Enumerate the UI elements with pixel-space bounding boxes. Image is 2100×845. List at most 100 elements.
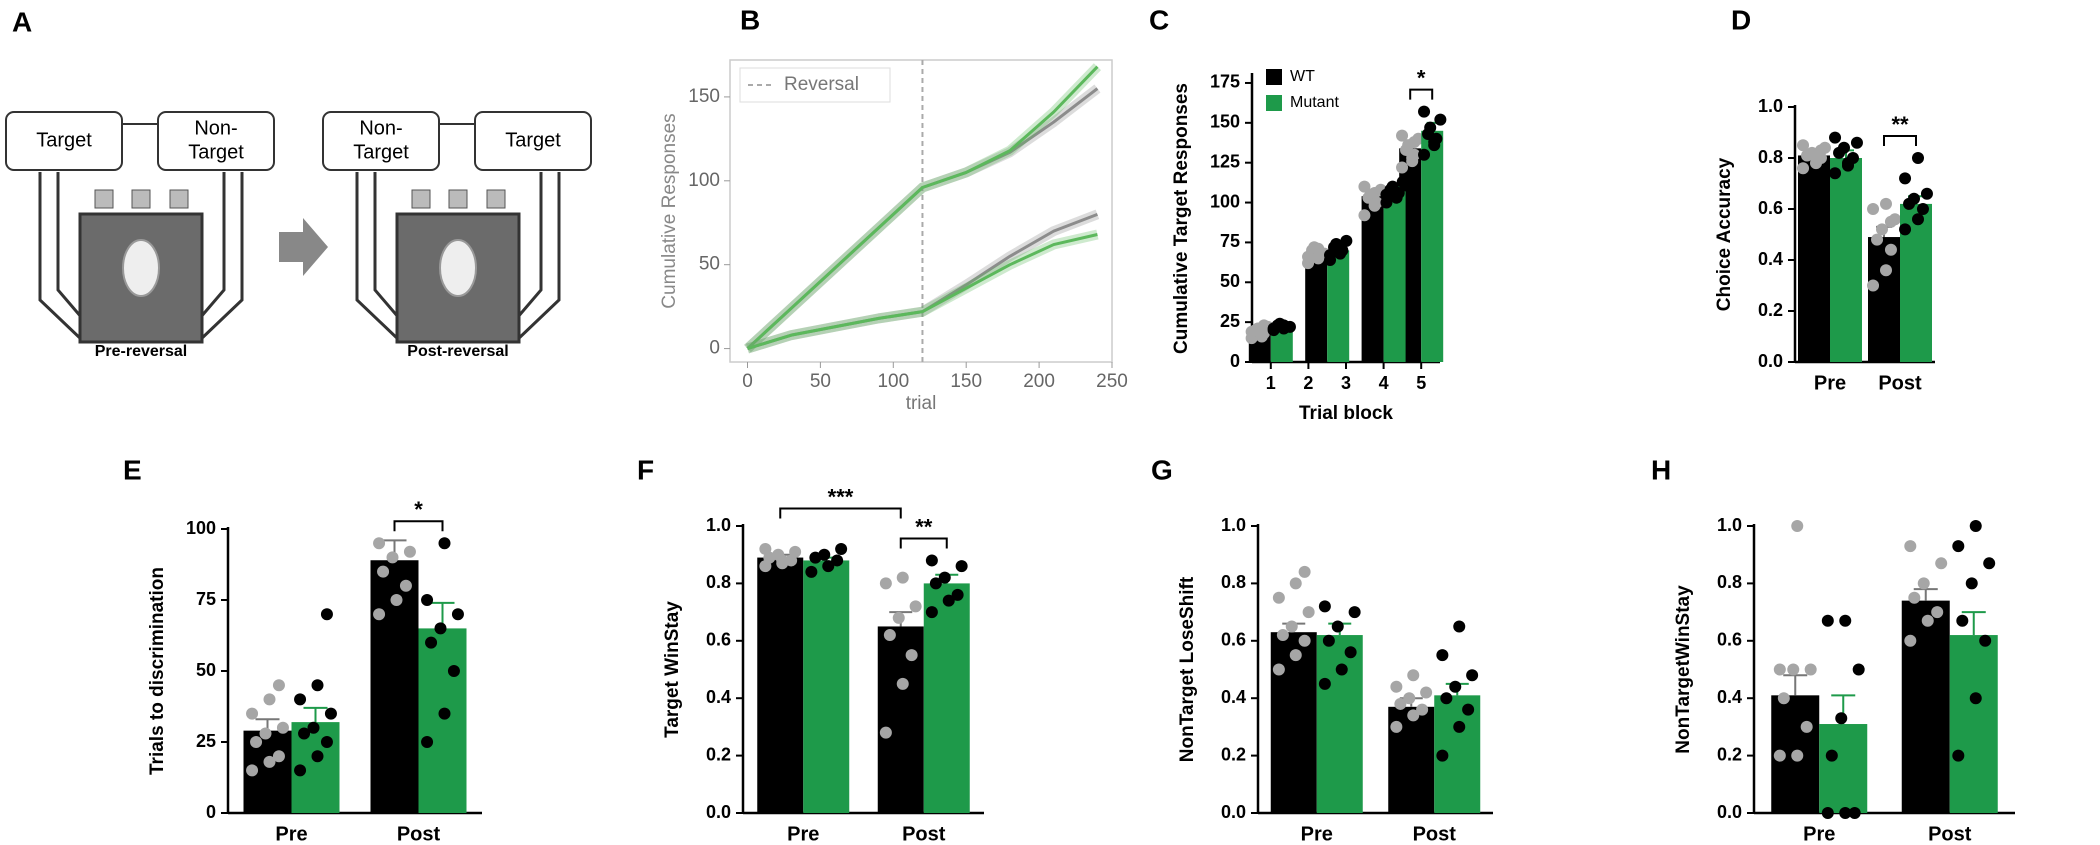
data-point: [822, 560, 835, 573]
data-point: [896, 571, 909, 584]
y-tick-label: 0.0: [1717, 802, 1742, 822]
y-tick-label: 0.4: [1221, 687, 1246, 707]
bar: [1901, 600, 1950, 813]
data-point: [294, 693, 307, 706]
y-tick-label: 75: [196, 589, 216, 609]
data-point: [789, 545, 802, 558]
x-tick-label: Pre: [1814, 372, 1846, 394]
y-tick-label: 150: [1210, 112, 1240, 132]
y-tick-label: 0: [709, 338, 720, 359]
data-point: [1825, 749, 1838, 762]
data-point: [818, 548, 831, 561]
y-tick-label: 50: [196, 660, 216, 680]
chamber-wall: [38, 172, 244, 342]
data-point: [1952, 540, 1965, 553]
data-point: [447, 665, 460, 677]
x-tick-label: Post: [1928, 823, 1972, 845]
data-point: [1848, 807, 1861, 819]
x-tick-label: 50: [810, 371, 831, 392]
bar: [923, 583, 970, 813]
y-tick-label: 1.0: [1221, 515, 1246, 535]
x-tick-label: 5: [1416, 373, 1426, 393]
significance-bracket: [393, 520, 444, 532]
data-point: [272, 750, 285, 763]
data-point: [311, 679, 324, 692]
data-point: [1921, 614, 1934, 627]
bar: [1830, 158, 1862, 362]
data-point: [1899, 172, 1912, 185]
y-tick-label: 100: [1210, 191, 1240, 211]
x-tick-label: 4: [1379, 373, 1389, 393]
data-point: [1340, 234, 1353, 247]
arrow: [279, 218, 328, 276]
data-point: [1904, 540, 1917, 553]
data-point: [1829, 167, 1842, 180]
data-point: [1440, 692, 1453, 705]
significance-bracket: [779, 507, 902, 519]
data-point: [373, 537, 386, 550]
y-tick-label: 175: [1210, 72, 1240, 92]
data-point: [272, 679, 285, 692]
y-tick-label: 75: [1220, 231, 1240, 251]
data-point: [1322, 634, 1335, 647]
screen-label: Target: [353, 141, 409, 163]
x-tick-label: 100: [877, 371, 909, 392]
data-point: [909, 600, 922, 613]
data-point: [831, 554, 844, 567]
x-tick-label: Post: [1878, 372, 1922, 394]
x-tick-label: Post: [397, 823, 441, 845]
data-point: [421, 736, 434, 748]
data-point: [938, 571, 951, 584]
data-point: [879, 726, 892, 739]
data-point: [1276, 629, 1289, 642]
data-point: [1257, 319, 1270, 332]
data-point: [434, 622, 447, 635]
data-point: [1904, 634, 1917, 647]
bar: [1949, 635, 1998, 813]
screen-box: [5, 111, 123, 171]
data-point: [1773, 663, 1786, 676]
data-point: [421, 594, 434, 606]
y-tick-label: 0.6: [1758, 198, 1783, 218]
data-point: [1965, 577, 1978, 590]
x-tick-label: Pre: [275, 823, 307, 845]
y-axis-label: Trials to discrimination: [147, 567, 168, 775]
chamber-wall: [355, 172, 561, 342]
data-point: [1916, 203, 1929, 215]
data-point: [1787, 663, 1800, 676]
x-tick-label: Post: [902, 823, 946, 845]
y-tick-label: 1.0: [1758, 96, 1783, 116]
chamber-floor: [78, 212, 204, 344]
data-point: [776, 554, 789, 567]
y-tick-label: 0.4: [706, 687, 731, 707]
data-point: [905, 649, 918, 662]
screen-box: [157, 111, 275, 171]
data-point: [386, 551, 399, 564]
data-point: [1773, 749, 1786, 762]
data-point: [246, 764, 259, 777]
significance-label: ***: [828, 484, 854, 509]
error-bar: [303, 706, 328, 723]
data-point: [1420, 686, 1433, 699]
x-tick-label: Pre: [787, 823, 819, 845]
screen-label: Non-: [359, 117, 402, 139]
panel-letter: F: [637, 454, 654, 485]
data-point: [1302, 250, 1315, 263]
y-axis-label: Cumulative Responses: [659, 113, 680, 308]
x-tick-label: 1: [1266, 373, 1276, 393]
x-axis-label: Trial block: [1299, 403, 1393, 424]
error-bar: [1783, 674, 1808, 696]
data-point: [298, 727, 311, 740]
data-point: [1403, 692, 1416, 705]
screen-box: [322, 111, 440, 171]
screen-label: Target: [505, 129, 561, 151]
data-point: [1434, 113, 1447, 126]
data-point: [377, 565, 390, 578]
data-point: [1396, 161, 1409, 174]
data-point: [311, 750, 324, 763]
port: [131, 189, 151, 209]
data-point: [1838, 141, 1850, 154]
data-point: [1917, 577, 1930, 590]
